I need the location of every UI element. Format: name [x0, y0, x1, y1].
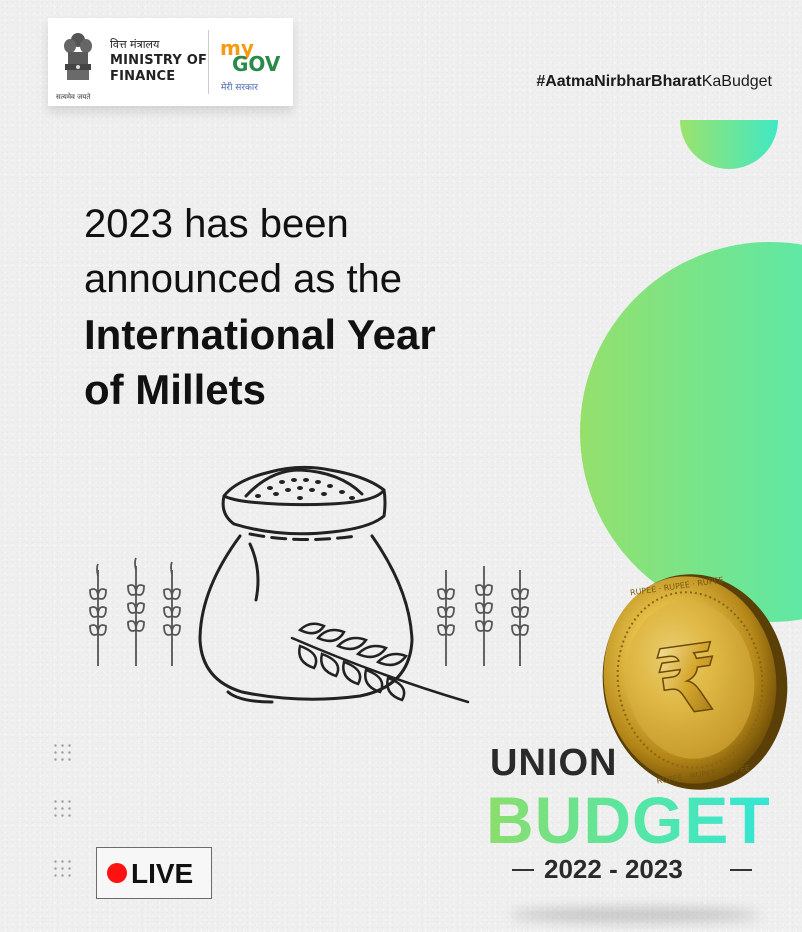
year-dash-left	[512, 869, 534, 871]
headline-line3: International Year	[84, 311, 436, 358]
half-circle-decor	[680, 120, 778, 169]
hashtag-regular: KaBudget	[701, 73, 772, 90]
mygov-my: my	[220, 36, 254, 60]
hashtag-bold: #AatmaNirbharBharat	[536, 73, 702, 90]
dot-grid-icon	[52, 742, 74, 764]
millet-sack-icon	[89, 465, 529, 704]
live-label: LIVE	[131, 858, 194, 889]
budget-label: BUDGET	[486, 783, 771, 857]
ministry-hindi: वित्त मंत्रालय	[110, 38, 160, 51]
live-badge[interactable]: LIVE	[96, 847, 212, 899]
headline-line1: 2023 has been	[84, 202, 349, 246]
logo-card: सत्यमेव जयते वित्त मंत्रालय MINISTRY OF …	[48, 18, 293, 106]
big-circle-decor	[580, 242, 802, 622]
hashtag: #AatmaNirbharBharatKaBudget	[536, 73, 772, 91]
mygov-hindi: मेरी सरकार	[221, 83, 258, 93]
ground-shadow	[510, 908, 760, 922]
live-dot-icon	[107, 863, 127, 883]
year-label: 2022 - 2023	[544, 854, 683, 884]
emblem-caption: सत्यमेव जयते	[56, 93, 91, 101]
year-dash-right	[730, 869, 752, 871]
logo-divider	[208, 30, 209, 94]
headline: 2023 has been announced as the Internati…	[84, 197, 436, 417]
headline-line2: announced as the	[84, 257, 403, 301]
ministry-line2: FINANCE	[110, 69, 176, 84]
svg-text:₹: ₹	[649, 623, 727, 738]
wheat-stalk-icon	[89, 557, 181, 666]
wheat-stalk-icon-right	[437, 566, 529, 666]
mygov-gov: GOV	[232, 52, 281, 76]
national-emblem-icon	[64, 33, 92, 80]
dot-grid-icon	[52, 798, 74, 820]
union-label: UNION	[490, 742, 618, 784]
ministry-line1: MINISTRY OF	[110, 53, 208, 68]
rupee-coin-icon: RUPEE · RUPEE · RUPEE RUPEE · RUPEE · RU…	[602, 574, 788, 790]
headline-line4: of Millets	[84, 366, 267, 413]
budget-year: 2022 - 2023	[512, 852, 752, 886]
dot-grid-icon	[52, 858, 74, 880]
